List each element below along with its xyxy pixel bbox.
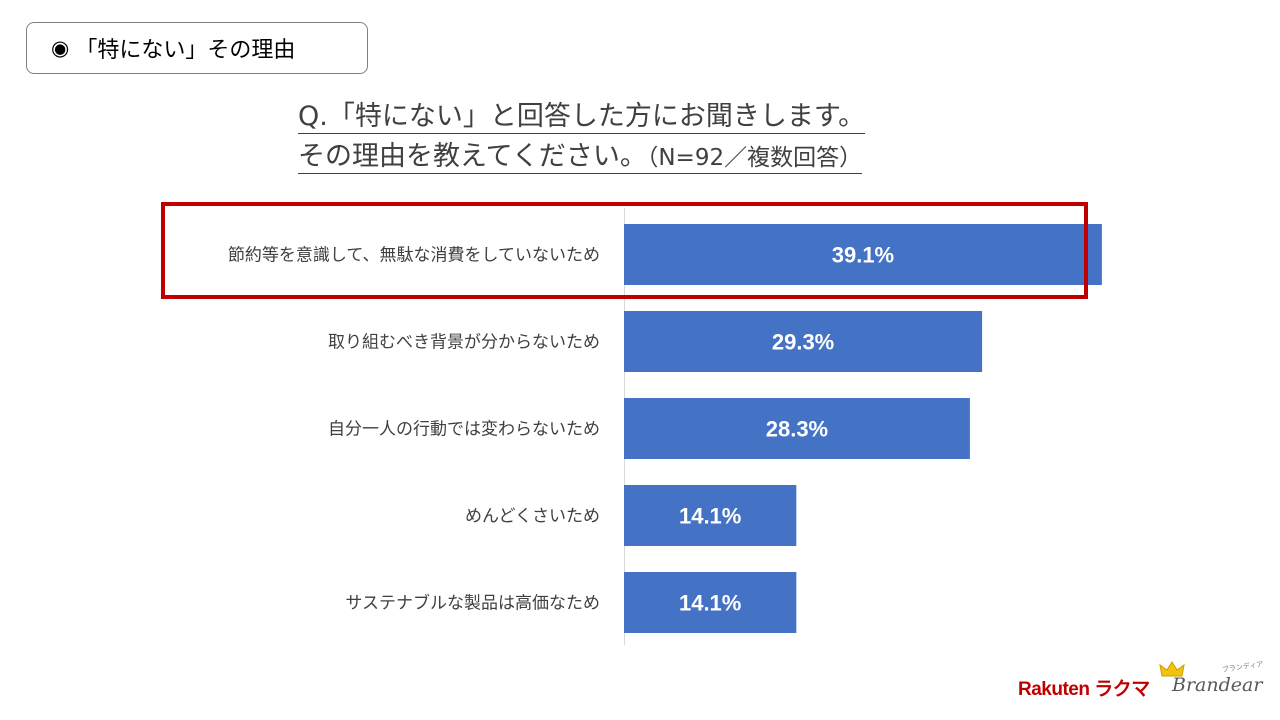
bar-5	[624, 572, 797, 633]
section-badge-label: 「特にない」その理由	[75, 38, 296, 63]
radio-bullet-icon: ◉	[51, 36, 70, 60]
brandear-kana: ブランディア	[1221, 660, 1264, 674]
bar-value-label-2: 29.3%	[772, 330, 834, 355]
category-label-1: 節約等を意識して、無駄な消費をしていないため	[228, 246, 600, 266]
question-line-1: Q.「特にない」と回答した方にお聞きします。	[298, 101, 866, 134]
rakuten-rakuma-logo: Rakuten ラクマ	[1018, 679, 1150, 700]
category-label-4: めんどくさいため	[465, 507, 600, 527]
bar-value-label-3: 28.3%	[766, 417, 828, 442]
question-text: Q.「特にない」と回答した方にお聞きします。 その理由を教えてください。（N=9…	[298, 97, 978, 178]
category-label-2: 取り組むべき背景が分からないため	[328, 333, 600, 353]
category-label-5: サステナブルな製品は高価なため	[345, 593, 600, 614]
bar-value-label-4: 14.1%	[679, 504, 741, 529]
bar-2	[624, 311, 983, 372]
question-line-2: その理由を教えてください。	[298, 141, 647, 172]
bar-1	[624, 224, 1102, 285]
brandear-logo: ブランディア Brandear	[1158, 660, 1268, 708]
question-note: （N=92／複数回答）	[646, 145, 863, 171]
bar-3	[624, 398, 970, 459]
bar-4	[624, 485, 797, 546]
highlight-box	[161, 202, 1088, 299]
bar-value-label-5: 14.1%	[679, 591, 741, 616]
section-badge: ◉ 「特にない」その理由	[26, 22, 368, 74]
category-label-3: 自分一人の行動では変わらないため	[328, 420, 600, 440]
brandear-wordmark: Brandear	[1172, 674, 1263, 696]
bar-value-label-1: 39.1%	[832, 243, 894, 268]
crown-icon	[1159, 661, 1185, 677]
